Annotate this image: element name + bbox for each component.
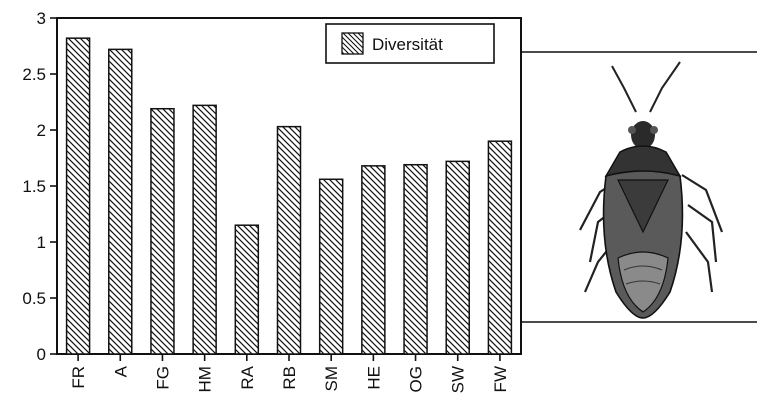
x-tick-label: RB <box>280 366 299 390</box>
x-tick-label: FG <box>153 366 172 390</box>
bar-hm <box>192 104 217 355</box>
x-tick-label: RA <box>238 365 257 389</box>
bar-rb <box>276 125 302 355</box>
bar-series <box>65 37 513 355</box>
x-tick-label: FR <box>69 366 88 389</box>
bar-fw <box>487 140 513 355</box>
y-axis: 0 0.5 1 1.5 2 2.5 3 <box>22 9 57 364</box>
x-tick-label: OG <box>407 366 426 392</box>
x-axis: FR A FG HM RA RB SM HE OG SW FW <box>69 354 510 393</box>
bar-fr <box>65 37 91 355</box>
bar-ra <box>234 224 260 355</box>
y-tick-label: 0.5 <box>22 289 46 308</box>
legend-swatch <box>341 32 364 55</box>
bar-he <box>361 165 386 355</box>
bar-sw <box>445 160 470 355</box>
y-tick-label: 2 <box>37 121 46 140</box>
x-tick-label: SW <box>449 366 468 393</box>
bar-fg <box>150 107 175 355</box>
legend: Diversität <box>325 23 495 64</box>
y-tick-label: 2.5 <box>22 65 46 84</box>
y-tick-label: 1 <box>37 233 46 252</box>
shield-bug-icon <box>579 61 724 319</box>
insect-illustration <box>521 51 757 323</box>
x-tick-label: A <box>111 365 130 377</box>
x-tick-label: FW <box>491 366 510 392</box>
y-tick-label: 0 <box>37 345 46 364</box>
x-tick-label: HE <box>364 366 383 390</box>
bar-sm <box>318 178 344 355</box>
legend-label: Diversität <box>372 35 443 54</box>
y-tick-label: 1.5 <box>22 177 46 196</box>
y-tick-label: 3 <box>37 9 46 28</box>
x-tick-label: SM <box>322 366 341 392</box>
x-tick-label: HM <box>196 366 215 392</box>
bar-a <box>108 48 133 355</box>
legend-box <box>325 23 495 64</box>
bar-og <box>403 163 428 355</box>
